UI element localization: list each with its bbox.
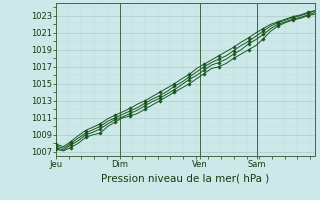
X-axis label: Pression niveau de la mer( hPa ): Pression niveau de la mer( hPa )	[101, 173, 270, 183]
